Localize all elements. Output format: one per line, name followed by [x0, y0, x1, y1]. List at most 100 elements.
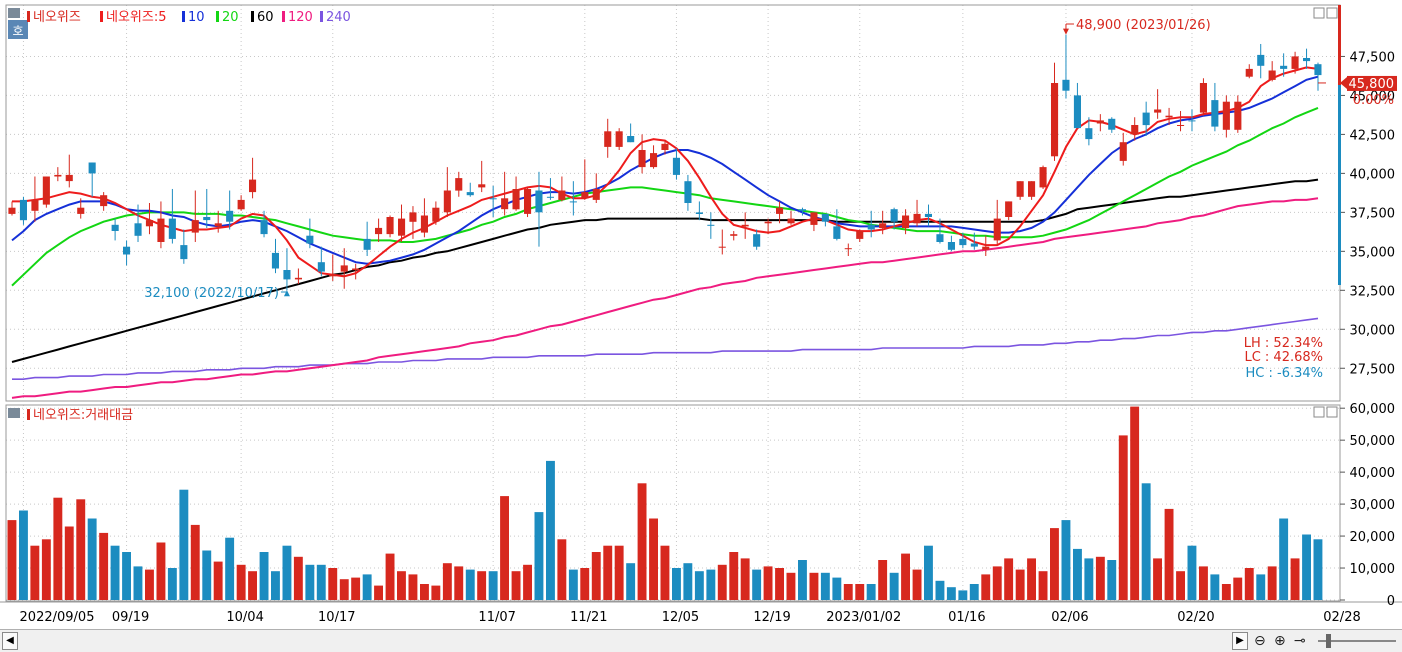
- volume-bar: [99, 532, 109, 600]
- volume-bar: [53, 497, 63, 600]
- candle-body: [237, 199, 245, 210]
- volume-bar: [901, 553, 910, 600]
- candle-body: [1222, 101, 1230, 130]
- zoom-out-icon[interactable]: ⊖: [1254, 633, 1266, 649]
- candle-body: [203, 217, 211, 221]
- volume-bar: [855, 584, 865, 600]
- candle-body: [627, 136, 635, 143]
- price-panel: [0, 4, 1402, 603]
- range-bar-upper: [1338, 5, 1341, 85]
- candle-body: [558, 190, 566, 200]
- line-ma60: [11, 178, 1319, 363]
- candle-body: [340, 265, 348, 272]
- candle-body: [902, 215, 910, 228]
- volume-bar: [1050, 528, 1059, 600]
- volume-axis: 60,000 50,000 40,000 30,000 20,000 10,000 0: [1340, 402, 1395, 609]
- panel-icon[interactable]: [8, 8, 20, 18]
- candle-body: [375, 227, 383, 235]
- candle-body: [753, 234, 761, 247]
- volume-bar: [1302, 534, 1311, 600]
- zoom-in-icon[interactable]: ⊕: [1274, 633, 1286, 649]
- candle-body: [718, 246, 726, 248]
- volume-bar: [534, 512, 544, 600]
- horizontal-scrollbar[interactable]: ◀ ▶ ⊖ ⊕ ⊸: [0, 629, 1402, 652]
- candle-body: [1199, 83, 1207, 113]
- candle-body: [913, 213, 921, 224]
- volume-bar: [649, 518, 658, 600]
- volume-bar: [179, 489, 189, 600]
- candle-body: [1028, 181, 1036, 197]
- candle-body: [741, 224, 749, 227]
- volume-grid: [6, 405, 1340, 601]
- volume-tick-label: 60,000: [1350, 402, 1396, 417]
- volume-bars: [7, 406, 1323, 600]
- stat-lh: LH : 52.34%: [1244, 336, 1323, 351]
- candle-body: [157, 218, 165, 242]
- volume-panel-close-button[interactable]: [1326, 406, 1338, 418]
- price-panel-close-button[interactable]: [1326, 7, 1338, 19]
- volume-bar: [339, 579, 349, 600]
- candle-body: [1051, 83, 1059, 157]
- volume-bar: [1004, 558, 1014, 600]
- volume-bar: [706, 569, 716, 600]
- candle-body: [661, 143, 669, 150]
- volume-bar: [889, 572, 899, 600]
- legend-marker-ma240: [320, 11, 323, 22]
- volume-bar: [924, 545, 933, 600]
- volume-bar: [293, 556, 303, 600]
- volume-bar: [145, 569, 154, 600]
- volume-bar: [935, 580, 945, 600]
- candle-body: [970, 243, 978, 247]
- zoom-slider-track[interactable]: [1318, 640, 1396, 642]
- candle-body: [501, 198, 509, 210]
- volume-bar: [523, 564, 532, 600]
- candle-body: [890, 209, 898, 222]
- volume-bar: [1244, 568, 1254, 600]
- candle-body: [615, 131, 623, 147]
- candle-body: [798, 209, 806, 211]
- volume-bar: [19, 510, 28, 600]
- volume-bar: [1118, 435, 1128, 600]
- volume-bar: [1095, 556, 1105, 600]
- scroll-right-button[interactable]: ▶: [1232, 632, 1248, 650]
- volume-bar: [385, 553, 395, 600]
- date-tick-label: 10/04: [226, 610, 263, 625]
- volume-bar: [1279, 518, 1289, 600]
- zoom-slider-handle[interactable]: [1326, 634, 1331, 648]
- candle-body: [833, 226, 841, 239]
- volume-bar: [477, 571, 487, 600]
- volume-bar: [1027, 558, 1036, 600]
- volume-bar: [637, 483, 647, 600]
- price-panel-minimize-button[interactable]: [1313, 7, 1325, 19]
- zoom-slider-icon[interactable]: ⊸: [1294, 633, 1306, 649]
- scroll-left-button[interactable]: ◀: [2, 632, 18, 650]
- candle-body: [260, 220, 268, 235]
- date-tick-label: 12/05: [662, 610, 699, 625]
- volume-bar: [248, 571, 257, 600]
- current-change-label: 0.00%: [1353, 93, 1394, 108]
- corner-badge[interactable]: [8, 20, 28, 39]
- volume-bar: [832, 577, 842, 600]
- date-tick-label: 2023/01/02: [826, 610, 901, 625]
- volume-panel-icon[interactable]: [8, 408, 20, 418]
- low-annotation-label: 32,100 (2022/10/17): [144, 286, 279, 301]
- volume-bar: [271, 571, 280, 600]
- candle-body: [226, 210, 234, 222]
- volume-bar: [500, 496, 509, 600]
- volume-bar: [305, 564, 315, 600]
- volume-bar: [1084, 558, 1094, 600]
- volume-legend-marker: [27, 409, 30, 420]
- candle-body: [1005, 201, 1013, 217]
- candle-body: [1245, 68, 1253, 77]
- volume-bar: [374, 585, 383, 600]
- price-panel-buttons: [1313, 7, 1338, 418]
- candle-body: [1165, 115, 1173, 118]
- range-stats: LH : 52.34% LC : 42.68% HC : -6.34%: [1244, 336, 1323, 381]
- candle-body: [306, 235, 314, 244]
- volume-bar: [122, 552, 131, 600]
- volume-bar: [41, 539, 51, 600]
- volume-panel-minimize-button[interactable]: [1313, 406, 1325, 418]
- volume-bar: [110, 545, 120, 600]
- line-ma5: [12, 66, 1319, 278]
- candle-body: [650, 153, 658, 168]
